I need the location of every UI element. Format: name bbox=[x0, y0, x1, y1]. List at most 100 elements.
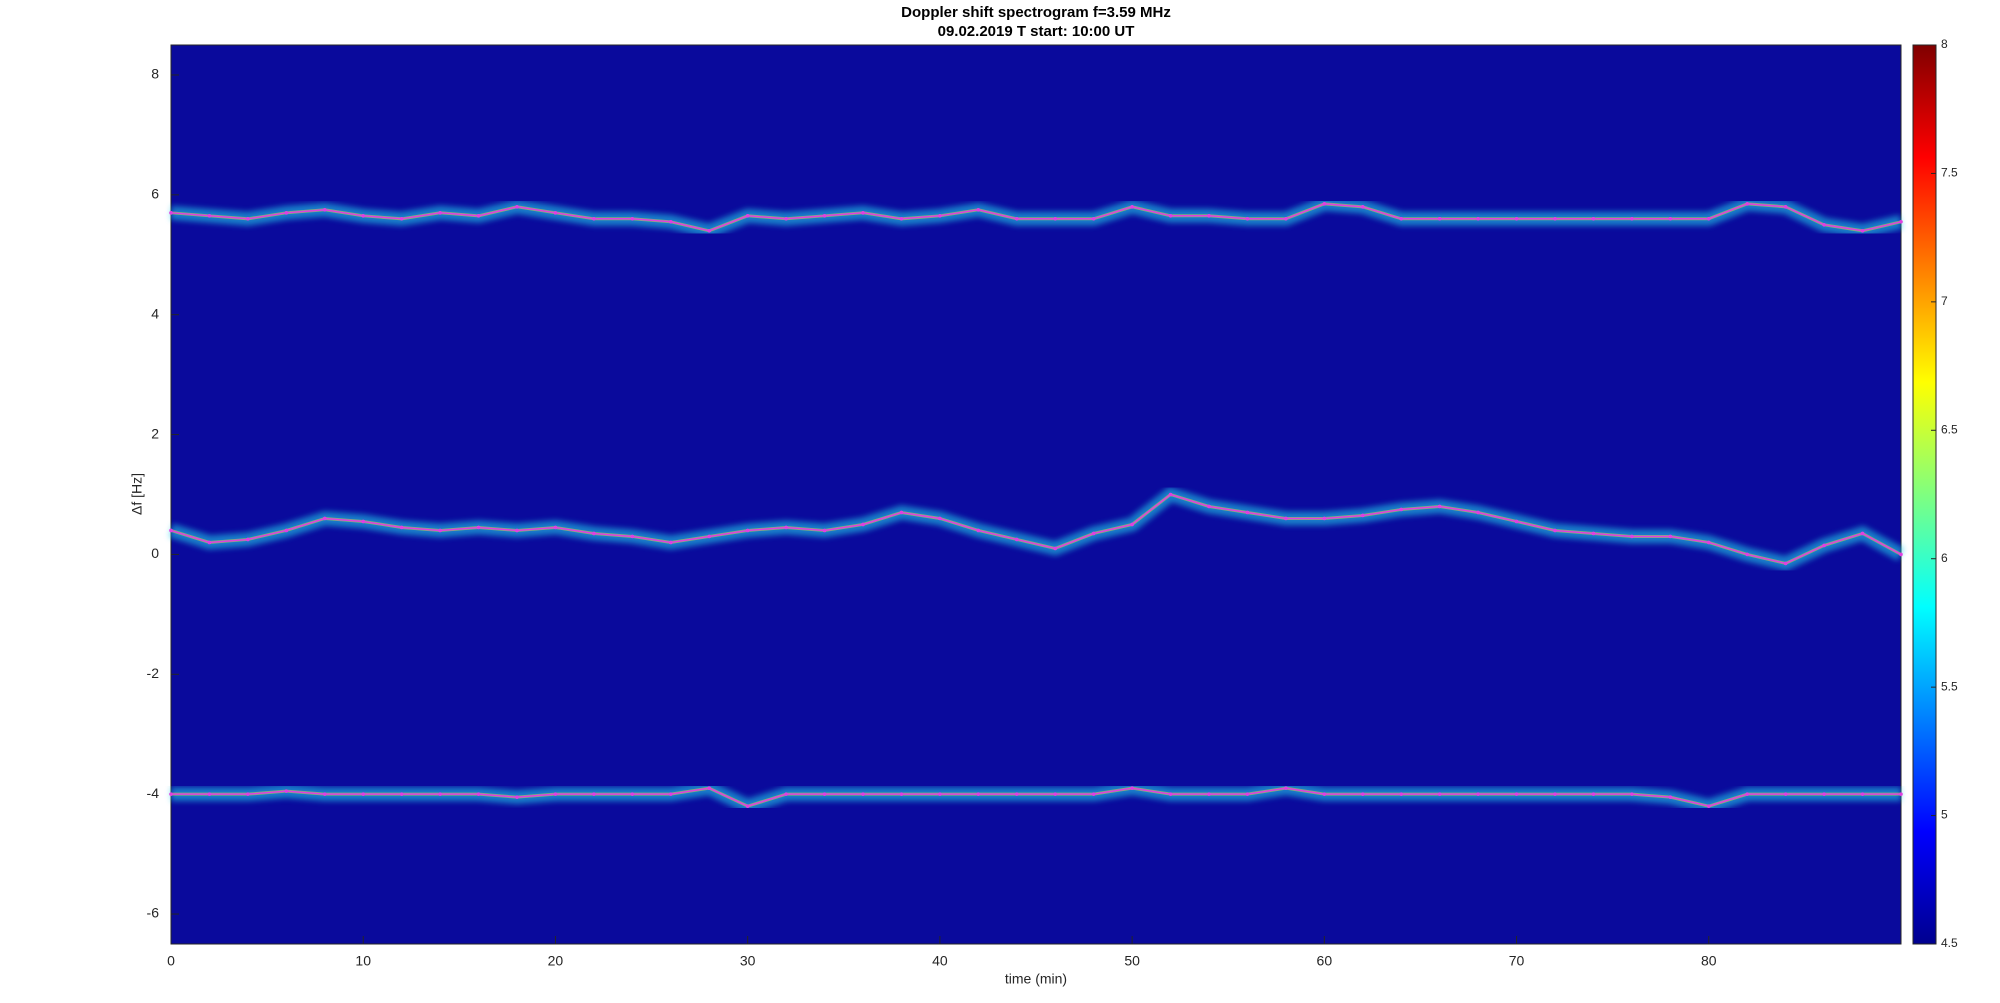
trace-point bbox=[1207, 504, 1211, 509]
x-tick-label: 50 bbox=[1124, 953, 1140, 969]
trace-point bbox=[745, 804, 750, 808]
plot-area bbox=[171, 45, 1901, 944]
trace-point bbox=[1091, 531, 1096, 536]
trace-point bbox=[1706, 804, 1711, 808]
x-tick-label: 30 bbox=[740, 953, 756, 969]
trace-point bbox=[1783, 792, 1788, 796]
y-axis-label: Δf [Hz] bbox=[129, 473, 145, 515]
trace-point bbox=[207, 792, 212, 796]
colorbar-tick-label: 6.5 bbox=[1941, 422, 1958, 436]
x-tick-label: 60 bbox=[1317, 953, 1333, 969]
trace-point bbox=[1014, 537, 1019, 542]
trace-point bbox=[284, 528, 289, 533]
trace-point bbox=[1822, 543, 1826, 548]
trace-point bbox=[361, 214, 366, 218]
trace-point bbox=[284, 211, 289, 215]
trace-point bbox=[1630, 534, 1634, 539]
y-tick-label: 8 bbox=[151, 66, 159, 82]
trace-point bbox=[707, 534, 712, 539]
chart-subtitle: 09.02.2019 T start: 10:00 UT bbox=[938, 23, 1135, 40]
trace-point bbox=[1322, 202, 1327, 206]
trace-point bbox=[1168, 214, 1173, 218]
trace-point bbox=[668, 220, 673, 224]
x-tick-label: 0 bbox=[167, 953, 175, 969]
trace-point bbox=[1899, 792, 1903, 796]
trace-point bbox=[1591, 217, 1596, 221]
trace-point bbox=[1745, 202, 1750, 206]
trace-point bbox=[169, 528, 173, 533]
trace-point bbox=[1399, 507, 1404, 512]
trace-point bbox=[438, 792, 442, 796]
trace-point bbox=[1553, 528, 1557, 533]
trace-point bbox=[1668, 795, 1673, 799]
trace-point bbox=[1091, 792, 1096, 796]
trace-point bbox=[1284, 786, 1288, 790]
trace-point bbox=[246, 217, 250, 221]
trace-point bbox=[822, 214, 827, 218]
trace-point bbox=[438, 528, 442, 533]
trace-point bbox=[1860, 531, 1865, 536]
trace-point bbox=[322, 208, 327, 212]
trace-point bbox=[822, 528, 827, 533]
colorbar-tick-label: 5 bbox=[1941, 808, 1948, 822]
x-tick-label: 10 bbox=[355, 953, 371, 969]
colorbar-tick-label: 7.5 bbox=[1941, 166, 1958, 180]
trace-point bbox=[1860, 792, 1865, 796]
trace-point bbox=[1514, 217, 1519, 221]
trace-point bbox=[1591, 531, 1596, 536]
trace-point bbox=[1860, 228, 1865, 233]
trace-point bbox=[1207, 792, 1211, 796]
trace-point bbox=[861, 522, 865, 527]
trace-point bbox=[1360, 792, 1365, 796]
trace-point bbox=[630, 217, 635, 221]
trace-point bbox=[322, 792, 327, 796]
y-tick-label: -2 bbox=[147, 665, 160, 681]
trace-point bbox=[899, 792, 904, 796]
trace-point bbox=[246, 537, 250, 542]
trace-point bbox=[438, 211, 442, 215]
trace-point bbox=[1630, 792, 1634, 796]
trace-point bbox=[1476, 217, 1480, 221]
trace-point bbox=[592, 531, 596, 536]
trace-point bbox=[899, 510, 904, 515]
trace-point bbox=[1053, 792, 1058, 796]
trace-point bbox=[784, 792, 788, 796]
trace-point bbox=[553, 211, 558, 215]
trace-point bbox=[938, 516, 942, 521]
trace-line bbox=[170, 493, 1902, 565]
trace-point bbox=[476, 525, 481, 530]
y-tick-label: -6 bbox=[147, 905, 160, 921]
trace-point bbox=[1207, 214, 1211, 218]
trace-point bbox=[1360, 205, 1365, 209]
trace-point bbox=[1553, 792, 1557, 796]
trace-point bbox=[476, 792, 481, 796]
x-tick-label: 40 bbox=[932, 953, 948, 969]
trace-point bbox=[1284, 516, 1288, 521]
trace-point bbox=[1091, 217, 1096, 221]
trace-line bbox=[171, 787, 1901, 807]
trace-point bbox=[1783, 205, 1788, 209]
colorbar-tick-label: 7 bbox=[1941, 294, 1948, 308]
trace-point bbox=[1245, 217, 1250, 221]
trace-point bbox=[361, 792, 366, 796]
x-tick-label: 70 bbox=[1509, 953, 1525, 969]
trace-point bbox=[1322, 516, 1327, 521]
trace-point bbox=[592, 217, 596, 221]
trace-point bbox=[707, 786, 712, 790]
trace-point bbox=[1591, 792, 1596, 796]
trace-point bbox=[515, 795, 519, 799]
trace-point bbox=[1284, 217, 1288, 221]
trace-point bbox=[1437, 504, 1442, 509]
trace-point bbox=[1014, 217, 1019, 221]
y-tick-label: 4 bbox=[151, 305, 159, 321]
trace-point bbox=[861, 211, 865, 215]
trace-point bbox=[1360, 513, 1365, 518]
trace-point bbox=[1668, 217, 1673, 221]
colorbar-tick-label: 5.5 bbox=[1941, 679, 1958, 693]
y-tick-label: -4 bbox=[147, 785, 160, 801]
trace-point bbox=[1130, 205, 1134, 209]
trace-point bbox=[553, 792, 558, 796]
trace-point bbox=[322, 516, 327, 521]
trace-point bbox=[976, 208, 981, 212]
